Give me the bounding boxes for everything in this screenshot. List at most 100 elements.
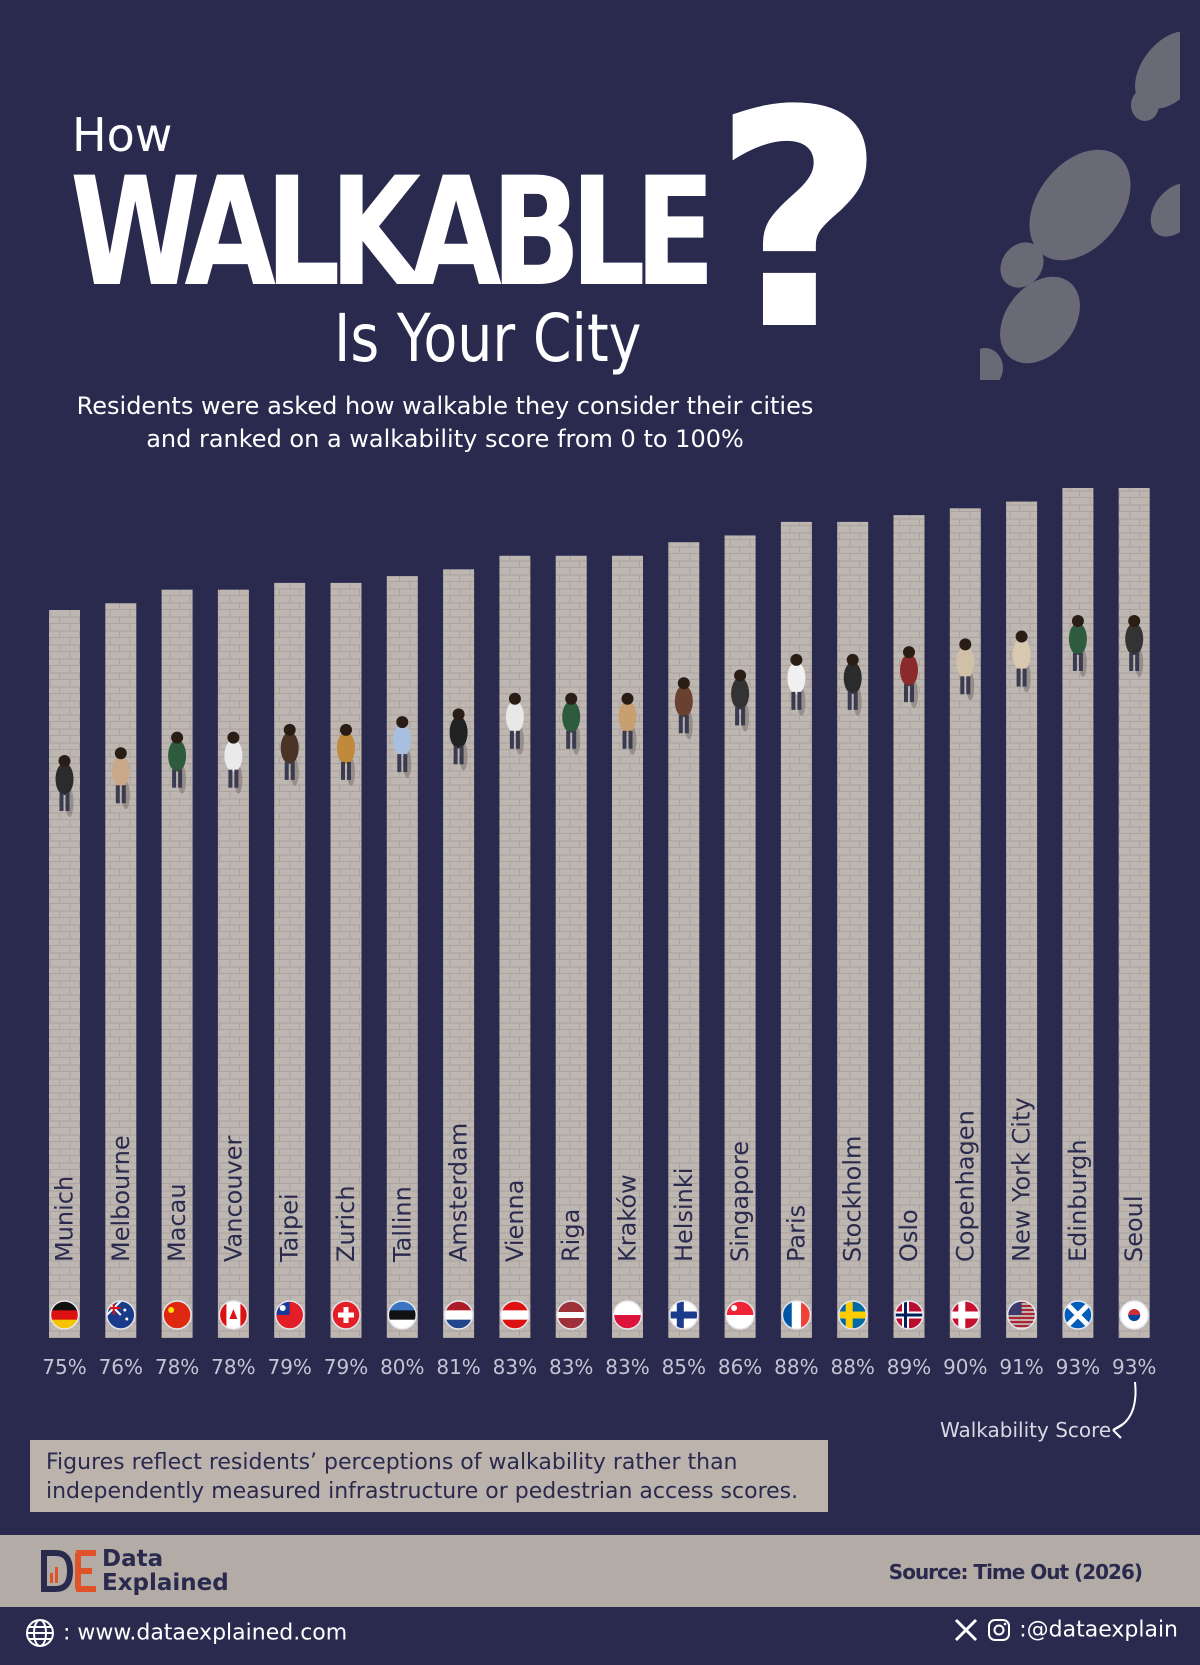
bar-7 [443, 569, 475, 1338]
handle-text: :@dataexplain [1019, 1617, 1178, 1643]
flag-finland-icon [669, 1300, 699, 1330]
title-city: Is Your City [334, 300, 642, 377]
city-label-17: New York City [1008, 1097, 1036, 1262]
city-label-2: Macau [163, 1183, 191, 1262]
flag-norway-icon [894, 1300, 924, 1330]
bar-2 [161, 589, 193, 1338]
x-icon [955, 1618, 978, 1642]
bar-12 [724, 535, 756, 1338]
city-label-3: Vancouver [219, 1135, 247, 1262]
value-label-19: 93% [1112, 1355, 1156, 1379]
note-line-2: independently measured infrastructure or… [46, 1479, 799, 1504]
flag-south-korea-icon [1119, 1300, 1149, 1330]
city-label-11: Helsinki [670, 1168, 698, 1262]
subtitle-line-2: and ranked on a walkability score from 0… [146, 425, 744, 453]
flag-germany-icon [49, 1300, 80, 1330]
value-label-7: 81% [436, 1355, 480, 1379]
value-label-6: 80% [380, 1355, 424, 1379]
footer-bar [0, 1607, 1200, 1665]
value-label-10: 83% [605, 1355, 649, 1379]
value-label-15: 89% [887, 1355, 931, 1379]
flag-australia-icon [106, 1300, 136, 1330]
city-label-4: Taipei [276, 1193, 304, 1263]
flag-china-icon [162, 1300, 192, 1330]
title-how: How [72, 108, 173, 162]
city-label-7: Amsterdam [445, 1123, 473, 1262]
flag-denmark-icon [950, 1300, 981, 1330]
flag-estonia-icon [387, 1300, 418, 1330]
city-label-18: Edinburgh [1064, 1139, 1092, 1262]
value-label-16: 90% [943, 1355, 987, 1379]
value-label-3: 78% [211, 1355, 255, 1379]
flag-austria-icon [500, 1300, 530, 1330]
flag-sweden-icon [837, 1300, 868, 1330]
city-label-9: Riga [557, 1209, 585, 1262]
bar-4 [274, 582, 306, 1338]
value-label-12: 86% [718, 1355, 762, 1379]
brand-line-1: Data [102, 1546, 164, 1572]
walker-icon [1012, 630, 1031, 693]
website-link[interactable]: : www.dataexplained.com [24, 1617, 347, 1649]
value-label-0: 75% [42, 1355, 86, 1379]
bar-0 [49, 610, 80, 1338]
walker-icon [280, 723, 299, 786]
bar-1 [105, 603, 137, 1338]
flag-switzerland-icon [331, 1300, 361, 1330]
data-explained-logo [41, 1550, 96, 1592]
walker-icon [900, 646, 918, 709]
brand-line-2: Explained [102, 1570, 229, 1596]
instagram-icon [988, 1619, 1011, 1641]
bar-3 [217, 589, 249, 1338]
city-label-19: Seoul [1120, 1195, 1148, 1262]
bar-11 [668, 542, 700, 1338]
flag-france-icon [781, 1300, 812, 1330]
city-label-15: Oslo [895, 1209, 923, 1262]
flag-singapore-icon [725, 1300, 755, 1330]
walker-icon [1125, 615, 1144, 677]
flag-taiwan-icon [274, 1300, 305, 1330]
flag-poland-icon [612, 1300, 643, 1330]
title-walkable: WALKABLE [70, 146, 716, 320]
walker-icon [956, 638, 975, 701]
bar-6 [386, 576, 418, 1338]
flag-latvia-icon [556, 1300, 586, 1330]
bar-10 [612, 555, 643, 1338]
methodology-note: Figures reflect residents’ perceptions o… [30, 1440, 828, 1512]
source-text: Source: Time Out (2026) [888, 1560, 1143, 1584]
value-label-11: 85% [662, 1355, 706, 1379]
city-label-10: Kraków [614, 1174, 642, 1262]
bar-5 [330, 582, 362, 1338]
walker-icon [168, 731, 187, 794]
walker-icon [843, 653, 862, 716]
walker-icon [505, 692, 524, 755]
walker-icon [618, 692, 637, 755]
social-handle[interactable]: :@dataexplain [953, 1617, 1178, 1643]
brand-band [0, 1535, 1200, 1607]
walker-icon [449, 708, 468, 771]
city-label-5: Zurich [332, 1185, 360, 1262]
value-label-9: 83% [549, 1355, 593, 1379]
value-label-4: 79% [267, 1355, 311, 1379]
value-label-8: 83% [493, 1355, 537, 1379]
website-text: : www.dataexplained.com [63, 1620, 348, 1646]
curved-arrow-icon [1112, 1381, 1137, 1439]
walkability-bar-chart: Munich 75% Melbourne 76% Macau 78% Vancouver 78… [42, 488, 1156, 1379]
walker-icon [111, 747, 130, 810]
flag-scotland-icon [1063, 1300, 1093, 1330]
walker-icon [337, 723, 355, 786]
flag-netherlands-icon [443, 1300, 474, 1330]
value-label-14: 88% [830, 1355, 874, 1379]
bar-8 [499, 555, 531, 1338]
subtitle: Residents were asked how walkable they c… [0, 390, 890, 456]
subtitle-line-1: Residents were asked how walkable they c… [76, 392, 814, 420]
value-label-1: 76% [99, 1355, 143, 1379]
city-label-6: Tallinn [388, 1186, 416, 1263]
value-label-2: 78% [155, 1355, 199, 1379]
value-axis-label: Walkability Score [940, 1418, 1112, 1442]
city-label-16: Copenhagen [951, 1110, 979, 1262]
value-label-5: 79% [324, 1355, 368, 1379]
bar-9 [555, 555, 587, 1338]
city-label-0: Munich [51, 1176, 79, 1262]
note-line-1: Figures reflect residents’ perceptions o… [46, 1450, 738, 1475]
title-question-mark: ? [712, 47, 887, 396]
